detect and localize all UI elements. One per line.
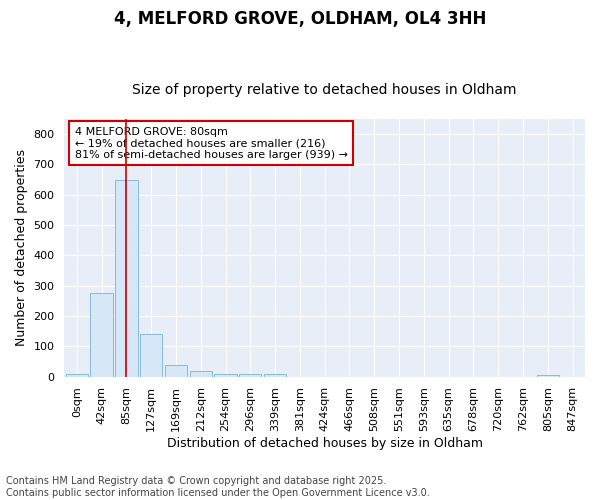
Text: Contains HM Land Registry data © Crown copyright and database right 2025.
Contai: Contains HM Land Registry data © Crown c… [6,476,430,498]
Bar [165,365,187,376]
Bar [91,294,113,376]
Bar [214,374,236,376]
Title: Size of property relative to detached houses in Oldham: Size of property relative to detached ho… [133,83,517,97]
Bar [115,180,137,376]
Text: 4 MELFORD GROVE: 80sqm
← 19% of detached houses are smaller (216)
81% of semi-de: 4 MELFORD GROVE: 80sqm ← 19% of detached… [75,126,348,160]
Bar [264,374,286,376]
Y-axis label: Number of detached properties: Number of detached properties [15,150,28,346]
Bar [65,374,88,376]
Bar [239,374,262,376]
X-axis label: Distribution of detached houses by size in Oldham: Distribution of detached houses by size … [167,437,483,450]
Bar [190,370,212,376]
Text: 4, MELFORD GROVE, OLDHAM, OL4 3HH: 4, MELFORD GROVE, OLDHAM, OL4 3HH [114,10,486,28]
Bar [140,334,163,376]
